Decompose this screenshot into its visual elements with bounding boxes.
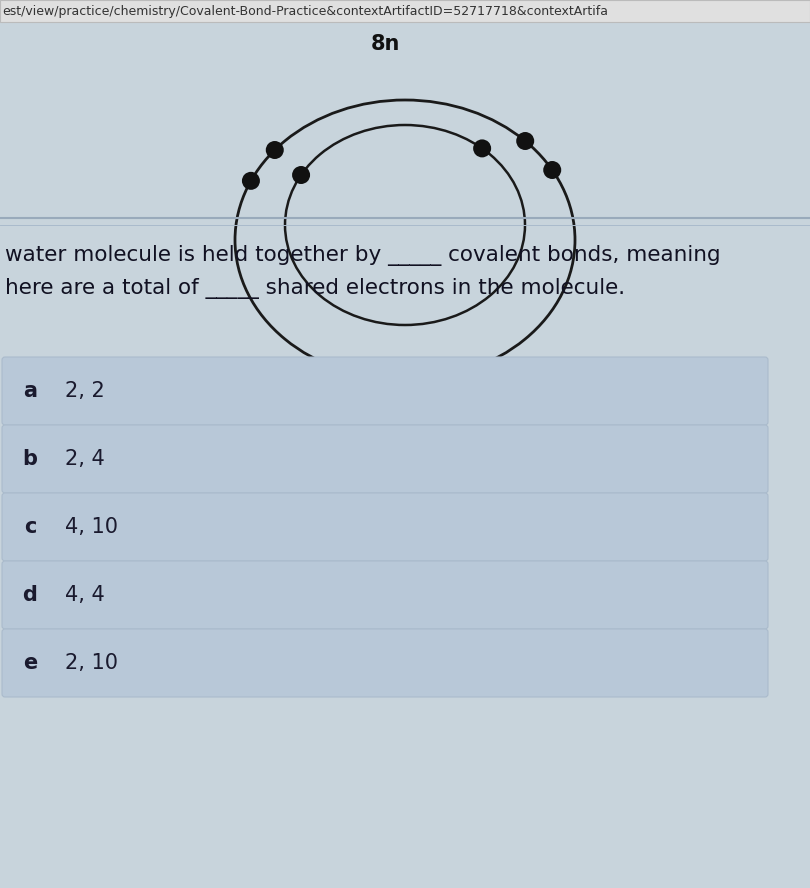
- FancyBboxPatch shape: [0, 0, 810, 22]
- FancyBboxPatch shape: [2, 493, 768, 561]
- Text: c: c: [23, 517, 36, 537]
- Circle shape: [516, 132, 535, 150]
- FancyBboxPatch shape: [2, 629, 768, 697]
- Text: 2, 10: 2, 10: [65, 653, 118, 673]
- Text: 8n: 8n: [370, 34, 399, 54]
- Circle shape: [266, 141, 284, 159]
- Text: water molecule is held together by _____ covalent bonds, meaning: water molecule is held together by _____…: [5, 245, 721, 266]
- Circle shape: [242, 172, 260, 190]
- Text: e: e: [23, 653, 37, 673]
- Circle shape: [544, 161, 561, 179]
- Text: 2, 2: 2, 2: [65, 381, 104, 401]
- FancyBboxPatch shape: [2, 357, 768, 425]
- Text: est/view/practice/chemistry/Covalent-Bond-Practice&contextArtifactID=52717718&co: est/view/practice/chemistry/Covalent-Bon…: [2, 4, 608, 18]
- Circle shape: [473, 139, 491, 157]
- Text: a: a: [23, 381, 37, 401]
- Text: d: d: [23, 585, 37, 605]
- Text: 4, 4: 4, 4: [65, 585, 104, 605]
- Text: 4, 10: 4, 10: [65, 517, 118, 537]
- Circle shape: [292, 166, 310, 184]
- FancyBboxPatch shape: [2, 425, 768, 493]
- Text: 2, 4: 2, 4: [65, 449, 104, 469]
- Text: here are a total of _____ shared electrons in the molecule.: here are a total of _____ shared electro…: [5, 278, 625, 299]
- Text: b: b: [23, 449, 37, 469]
- FancyBboxPatch shape: [2, 561, 768, 629]
